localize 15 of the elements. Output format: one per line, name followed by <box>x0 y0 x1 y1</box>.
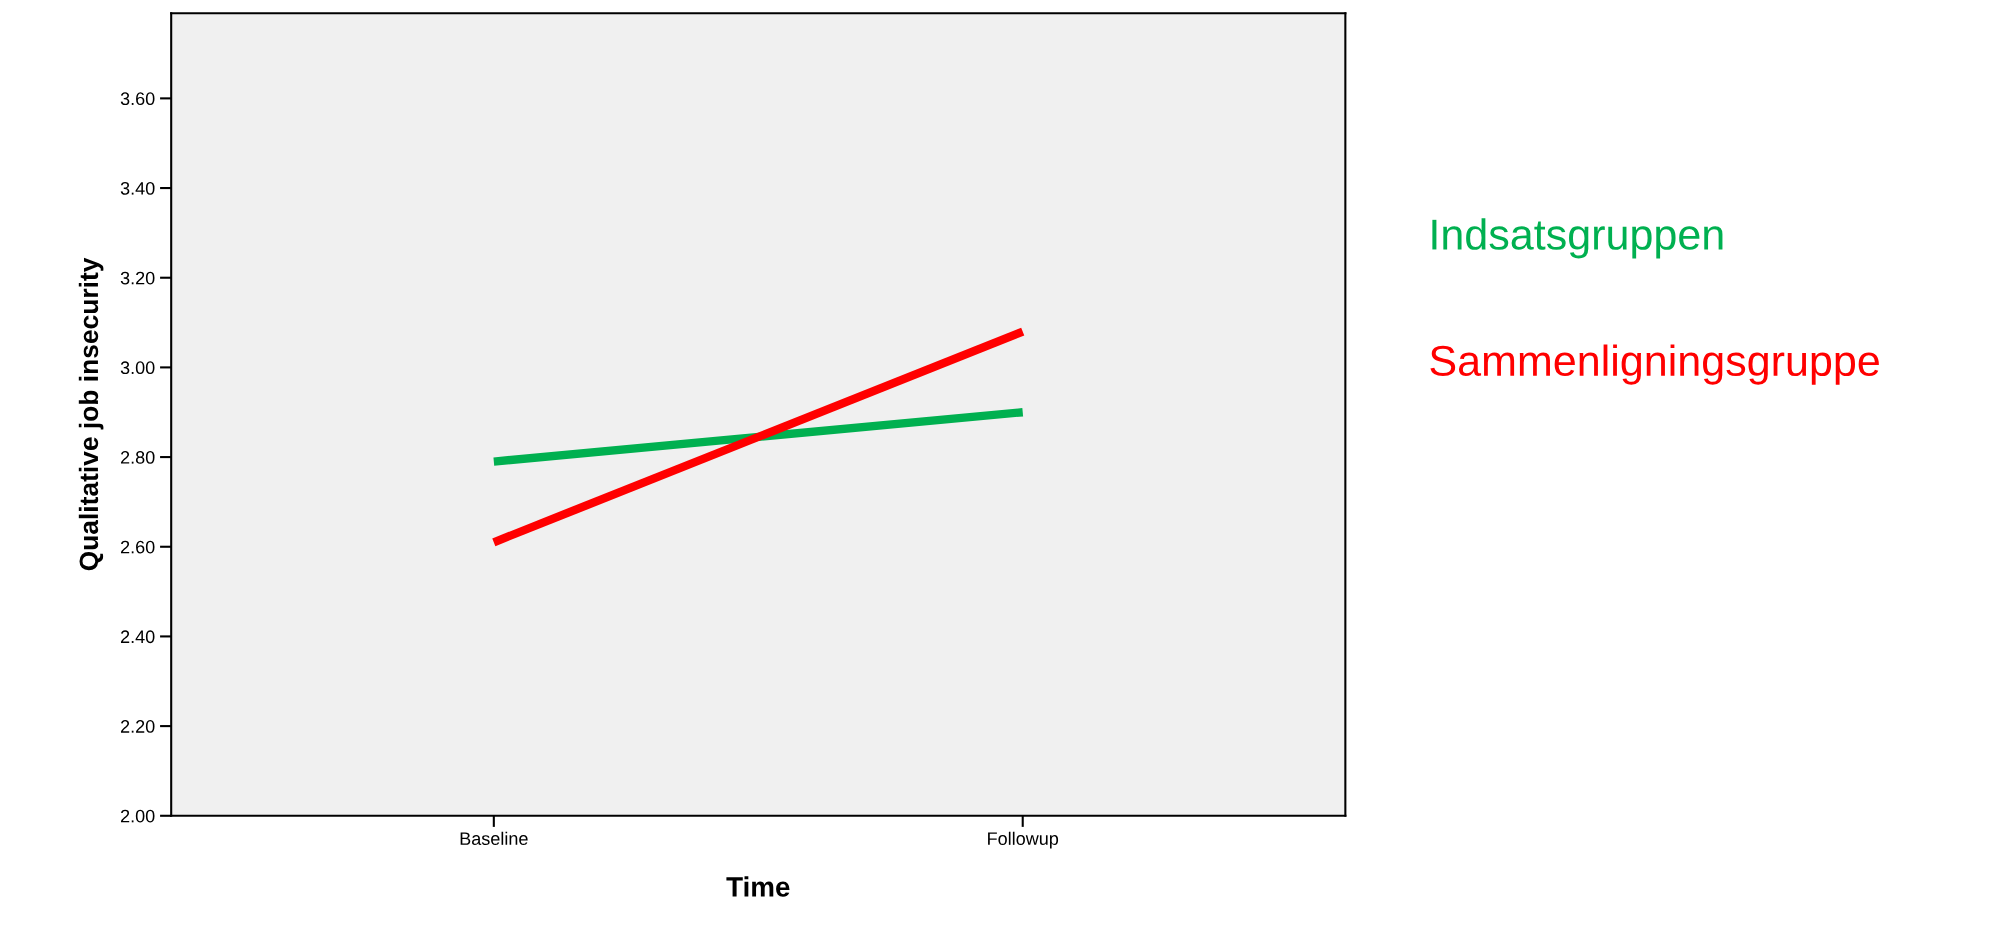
y-tick-label: 2.20 <box>120 720 155 733</box>
y-tick-label: 2.60 <box>120 540 155 554</box>
y-tick-label: 3.40 <box>120 181 155 195</box>
x-axis-title: Time <box>726 876 790 897</box>
text: Sammenligningsgruppe <box>1430 344 1879 385</box>
y-tick-label: 2.00 <box>120 809 155 823</box>
y-tick-label: 3.00 <box>120 361 155 375</box>
y-tick-label: 3.20 <box>120 271 155 285</box>
text: Indsatsgruppen <box>1432 218 1723 259</box>
y-axis-title: Qualitative job insecurity <box>78 257 104 571</box>
y-tick-label: 3.60 <box>120 92 155 106</box>
x-tick-label: Followup <box>988 831 1059 849</box>
y-tick-label: 2.40 <box>120 630 155 644</box>
x-tick-label: Baseline <box>460 831 528 846</box>
y-tick-label: 2.80 <box>120 451 155 464</box>
